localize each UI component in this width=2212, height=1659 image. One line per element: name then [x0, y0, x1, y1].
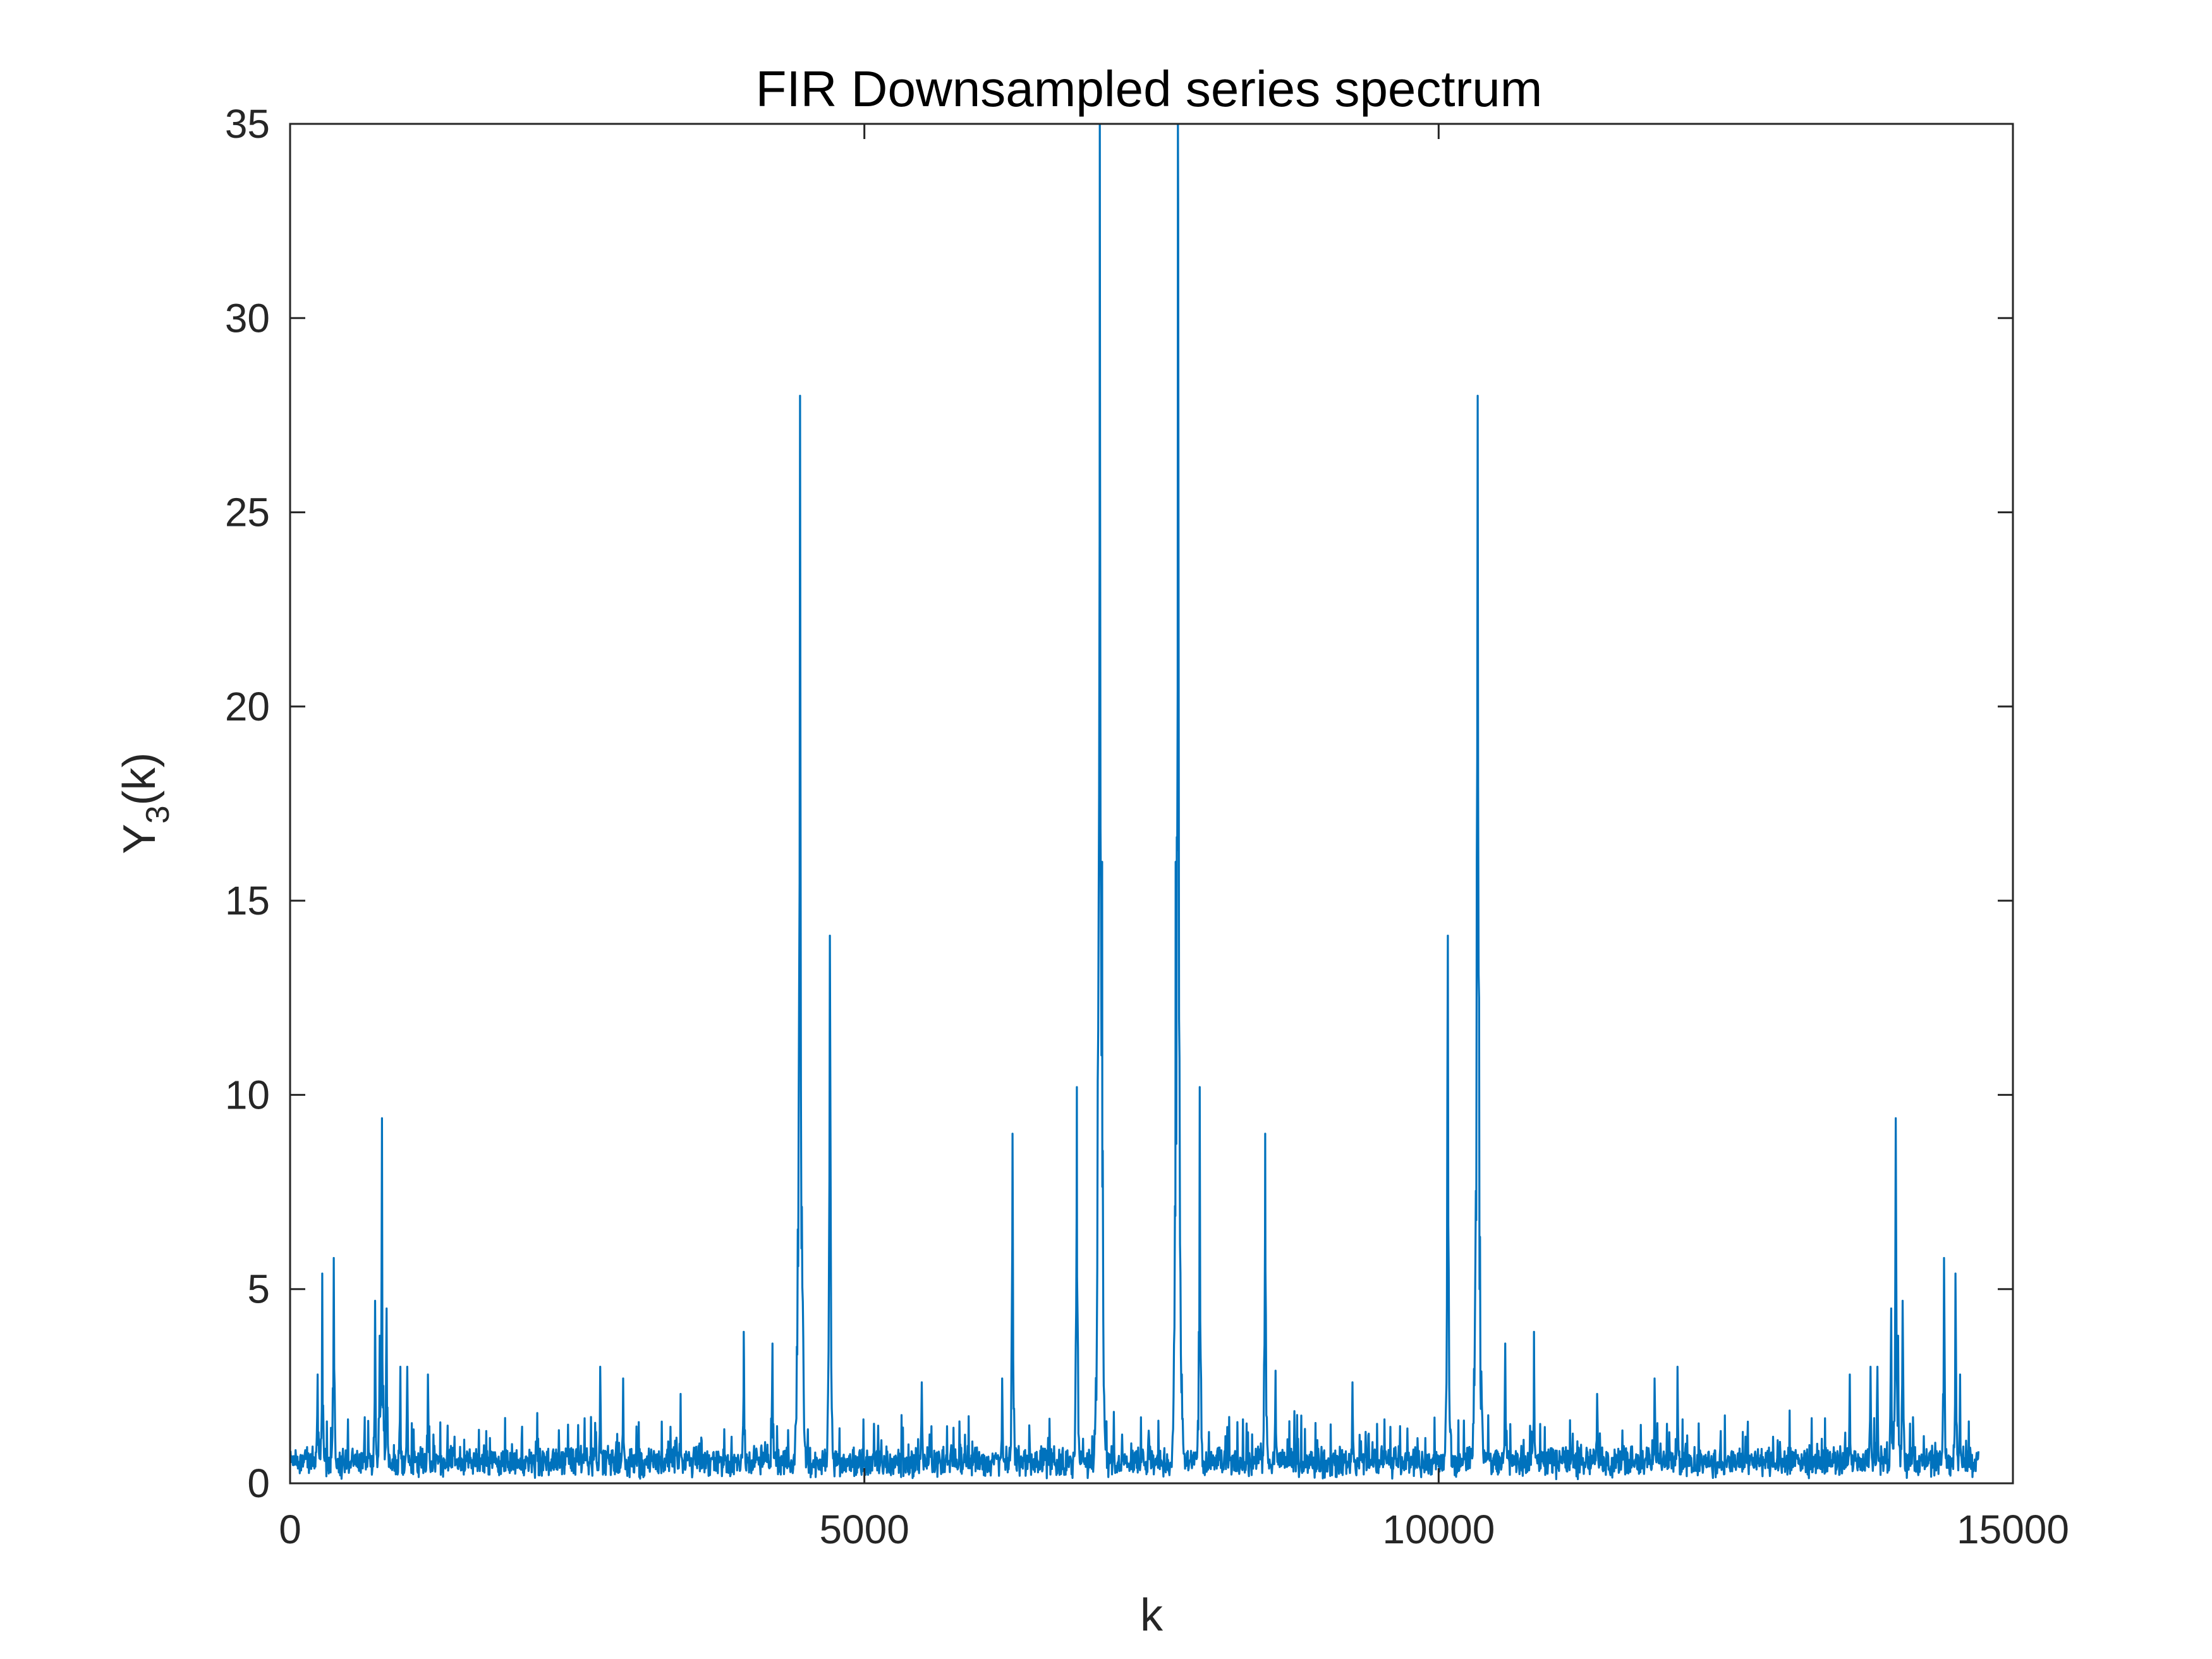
y-axis: 0 5 10 15 20 25 30 35 [225, 101, 2013, 1506]
spectrum-series-line [290, 124, 1980, 1480]
y-tick-label: 5 [247, 1267, 270, 1312]
y-tick-label: 35 [225, 101, 270, 147]
x-tick-label: 10000 [1382, 1507, 1495, 1552]
x-tick-label: 0 [279, 1507, 301, 1552]
chart-title: FIR Downsampled series spectrum [756, 61, 1543, 117]
y-axis-label-main: Y [114, 823, 165, 854]
y-tick-label: 0 [247, 1461, 270, 1506]
x-axis-label: k [1140, 1590, 1164, 1641]
x-tick-label: 15000 [1957, 1507, 2069, 1552]
x-axis: 0 5000 10000 15000 [279, 124, 2069, 1552]
x-tick-label: 5000 [819, 1507, 909, 1552]
y-tick-label: 25 [225, 490, 270, 535]
y-tick-label: 30 [225, 295, 270, 341]
y-axis-label-subscript: 3 [140, 806, 176, 824]
plot-area-box [289, 123, 2014, 1485]
y-axis-label: Y3(k) [114, 753, 176, 854]
y-tick-label: 10 [225, 1072, 270, 1117]
y-tick-label: 20 [225, 684, 270, 729]
y-axis-label-suffix: (k) [114, 753, 165, 806]
y-tick-label: 15 [225, 878, 270, 923]
